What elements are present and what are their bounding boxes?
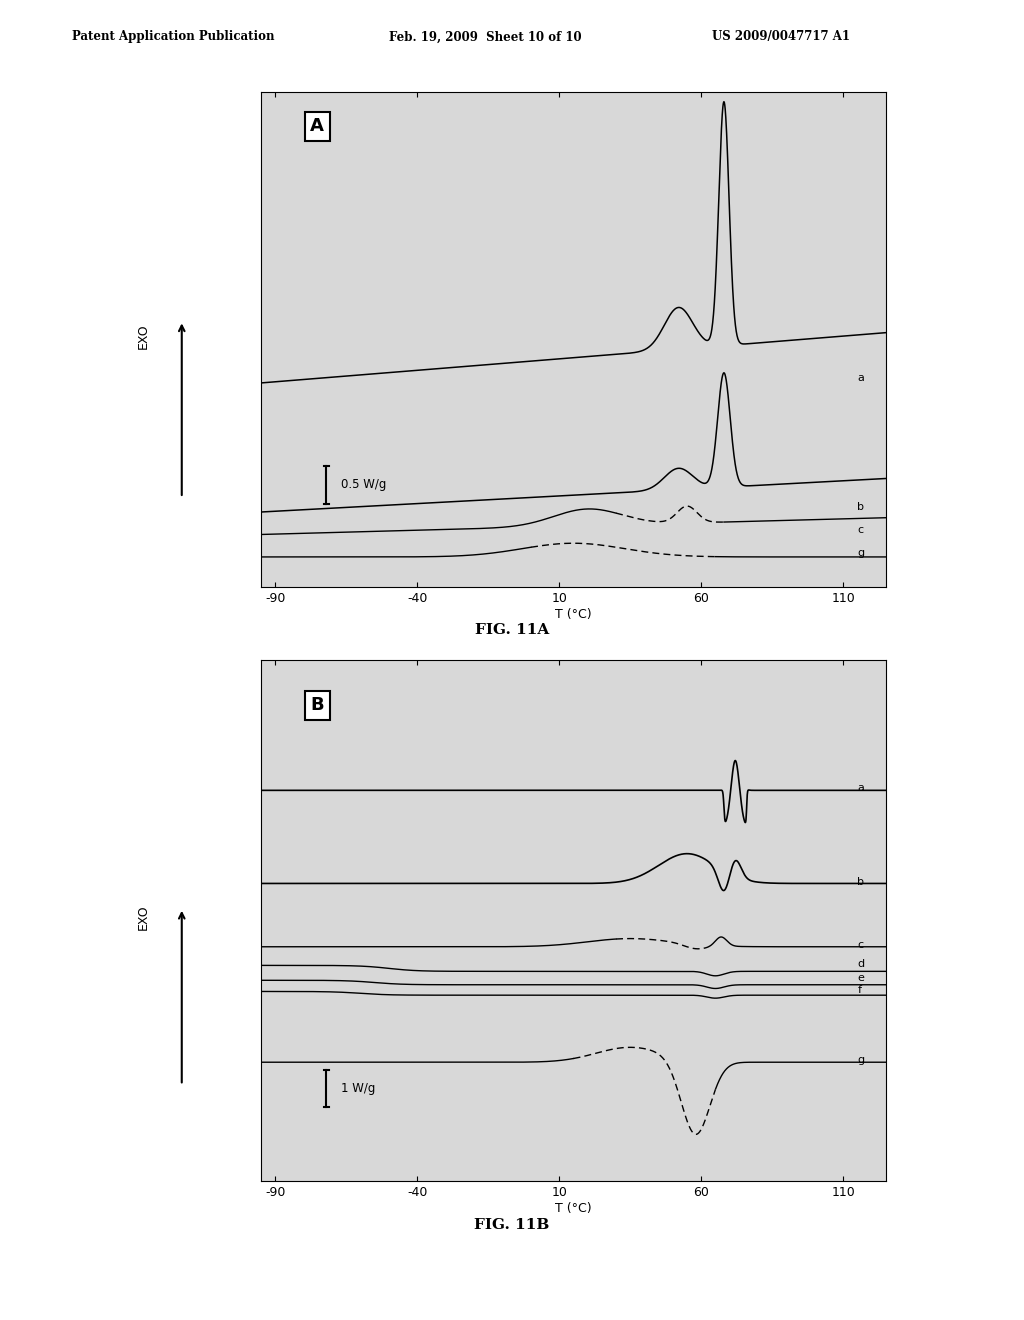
Text: a: a — [857, 784, 864, 793]
Text: a: a — [857, 374, 864, 383]
Text: Patent Application Publication: Patent Application Publication — [72, 30, 274, 44]
X-axis label: T (°C): T (°C) — [555, 609, 592, 620]
Text: c: c — [857, 525, 863, 536]
X-axis label: T (°C): T (°C) — [555, 1203, 592, 1214]
Text: EXO: EXO — [137, 904, 150, 931]
Text: b: b — [857, 876, 864, 887]
Text: g: g — [857, 1056, 864, 1065]
Text: Feb. 19, 2009  Sheet 10 of 10: Feb. 19, 2009 Sheet 10 of 10 — [389, 30, 582, 44]
Text: US 2009/0047717 A1: US 2009/0047717 A1 — [712, 30, 850, 44]
Text: g: g — [857, 548, 864, 558]
Text: e: e — [857, 973, 864, 983]
Text: FIG. 11A: FIG. 11A — [475, 623, 549, 636]
Text: A: A — [310, 117, 325, 135]
Text: f: f — [857, 985, 861, 994]
Text: d: d — [857, 958, 864, 969]
Text: 1 W/g: 1 W/g — [341, 1082, 375, 1094]
Text: FIG. 11B: FIG. 11B — [474, 1218, 550, 1232]
Text: c: c — [857, 940, 863, 950]
Text: B: B — [310, 697, 325, 714]
Text: 0.5 W/g: 0.5 W/g — [341, 478, 386, 491]
Text: EXO: EXO — [137, 323, 150, 350]
Text: b: b — [857, 503, 864, 512]
